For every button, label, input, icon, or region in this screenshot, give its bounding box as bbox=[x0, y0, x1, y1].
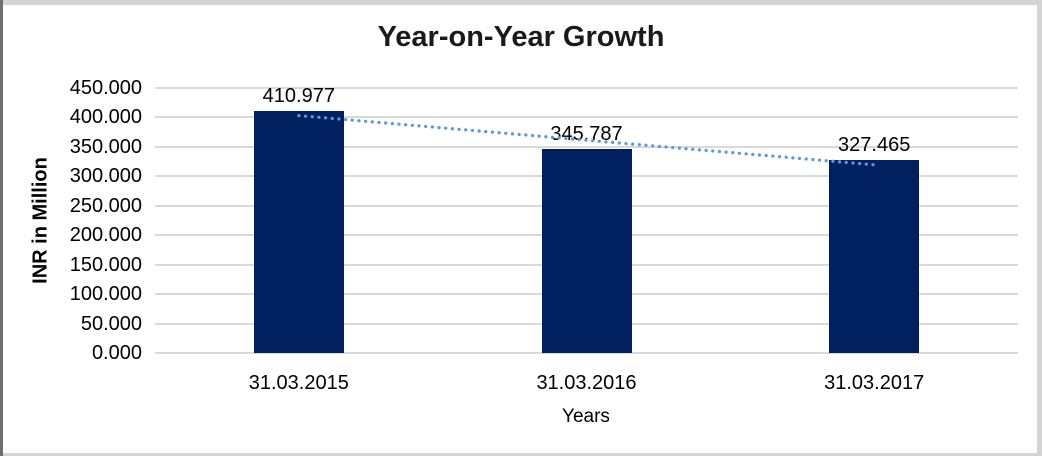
data-label: 345.787 bbox=[550, 123, 623, 146]
y-axis-tick-label: 400.000 bbox=[69, 106, 142, 129]
window-border-right bbox=[1037, 0, 1042, 456]
y-axis-tick-label: 50.000 bbox=[80, 312, 142, 335]
window-border-left bbox=[0, 0, 3, 456]
x-axis-title: Years bbox=[562, 406, 610, 427]
data-label: 410.977 bbox=[262, 85, 335, 107]
y-axis-tick-label: 250.000 bbox=[69, 194, 142, 217]
y-axis-tick-label: 100.000 bbox=[69, 283, 142, 306]
data-label: 327.465 bbox=[838, 134, 911, 157]
x-axis-tick-label: 31.03.2015 bbox=[248, 372, 349, 394]
y-axis-tick-label: 0.000 bbox=[91, 342, 142, 364]
chart-title: Year-on-Year Growth bbox=[377, 21, 665, 53]
x-axis-tick-label: 31.03.2016 bbox=[536, 372, 637, 394]
y-axis-tick-label: 350.000 bbox=[69, 135, 142, 158]
gridline bbox=[155, 352, 1018, 354]
bar bbox=[541, 149, 632, 353]
bar bbox=[829, 160, 920, 353]
y-axis-tick-label: 200.000 bbox=[69, 224, 142, 247]
x-axis-tick-label: 31.03.2017 bbox=[824, 372, 925, 394]
y-axis-tick-label: 450.000 bbox=[69, 77, 142, 99]
bar bbox=[253, 111, 344, 353]
y-axis-tick-label: 300.000 bbox=[69, 165, 142, 188]
gridline bbox=[155, 87, 1018, 89]
y-axis-tick-label: 150.000 bbox=[69, 253, 142, 276]
window-border-top bbox=[3, 0, 1042, 5]
window-border-bottom bbox=[3, 453, 1042, 456]
